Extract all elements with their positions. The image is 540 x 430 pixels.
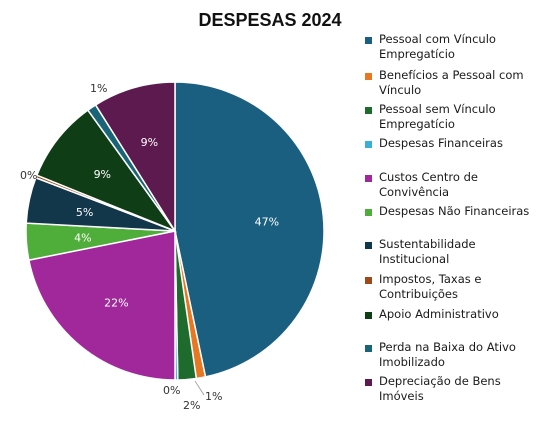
legend-item-2: Pessoal sem Vínculo Empregatício (365, 102, 540, 132)
legend-label: Impostos, Taxas e Contribuições (379, 272, 482, 301)
pie-slice-8 (35, 109, 178, 233)
legend-label: Pessoal com Vínculo Empregatício (379, 32, 496, 61)
legend-swatch (365, 141, 372, 148)
legend-item-6: Sustentabilidade Institucional (365, 237, 540, 267)
legend-item-3: Despesas Financeiras (365, 136, 540, 151)
slice-label-9: 1% (90, 82, 107, 95)
legend-label: Custos Centro de Convivência (379, 170, 478, 199)
legend-label: Pessoal sem Vínculo Empregatício (379, 102, 496, 131)
legend-swatch (365, 312, 372, 319)
legend-item-4: Custos Centro de Convivência (365, 170, 540, 200)
legend-label: Perda na Baixa do Ativo Imobilizado (379, 340, 516, 369)
legend-swatch (365, 277, 372, 284)
pie-slice-0 (174, 81, 325, 378)
pie-slices (25, 81, 325, 381)
legend-swatch (365, 379, 372, 386)
legend-item-7: Impostos, Taxas e Contribuições (365, 272, 540, 302)
leader-line (194, 380, 205, 396)
pie-slice-4 (27, 230, 176, 381)
slice-label-6: 5% (76, 206, 93, 219)
slice-label-1: 1% (205, 390, 222, 403)
legend-swatch (365, 345, 372, 352)
legend-swatch (365, 175, 372, 182)
slice-label-5: 4% (74, 232, 91, 245)
legend-item-10: Depreciação de Bens Imóveis (365, 374, 540, 404)
slice-label-7: 0% (20, 169, 37, 182)
legend-swatch (365, 73, 372, 80)
legend-item-1: Benefícios a Pessoal com Vínculo (365, 68, 540, 98)
legend-label: Apoio Administrativo (379, 307, 499, 321)
slice-label-0: 47% (255, 216, 279, 229)
legend-item-8: Apoio Administrativo (365, 307, 540, 322)
legend-swatch (365, 242, 372, 249)
legend-item-9: Perda na Baixa do Ativo Imobilizado (365, 340, 540, 370)
legend-label: Depreciação de Bens Imóveis (379, 374, 501, 403)
slice-label-4: 22% (104, 296, 128, 309)
slice-label-3: 0% (163, 384, 180, 397)
slice-label-10: 9% (141, 136, 158, 149)
legend-swatch (365, 209, 372, 216)
legend-label: Sustentabilidade Institucional (379, 237, 476, 266)
legend-item-5: Despesas Não Financeiras (365, 204, 540, 219)
slice-labels: 47%1%2%0%22%4%5%0% 9%1%9% (20, 82, 279, 412)
pie-slice-10 (94, 81, 176, 234)
legend-item-0: Pessoal com Vínculo Empregatício (365, 32, 540, 62)
legend-swatch (365, 107, 372, 114)
legend-swatch (365, 37, 372, 44)
legend-label: Despesas Não Financeiras (379, 204, 530, 218)
legend-label: Despesas Financeiras (379, 136, 503, 150)
chart-title: DESPESAS 2024 (198, 10, 341, 30)
slice-label-2: 2% (183, 399, 200, 412)
slice-label-8: 9% (94, 168, 111, 181)
legend-label: Benefícios a Pessoal com Vínculo (379, 68, 524, 97)
